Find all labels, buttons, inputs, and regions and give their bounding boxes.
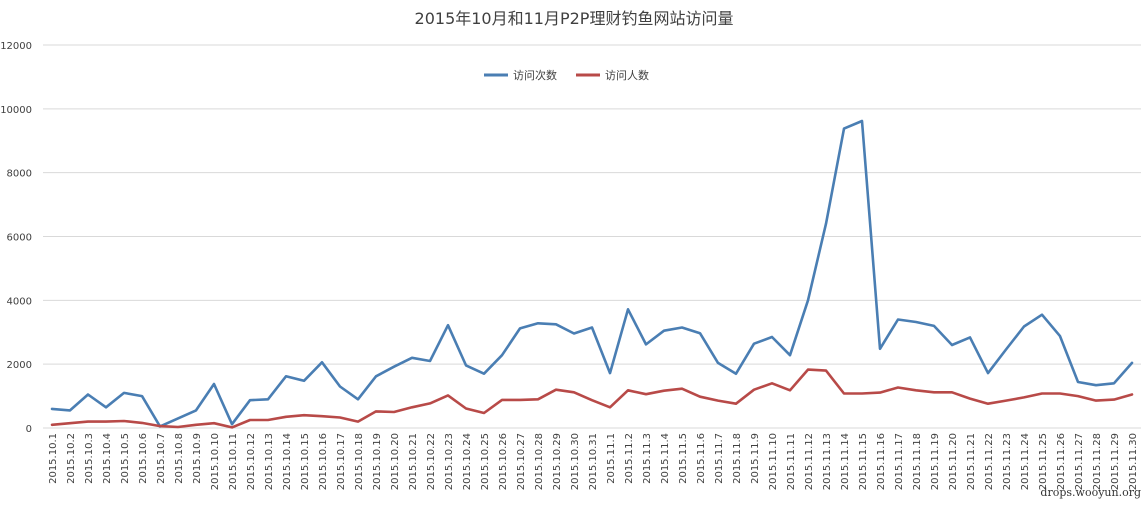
x-tick-label: 2015.10.28 bbox=[534, 433, 545, 490]
x-tick-label: 2015.11.19 bbox=[930, 433, 941, 490]
x-tick-label: 2015.11.5 bbox=[678, 433, 689, 484]
x-tick-label: 2015.11.2 bbox=[624, 433, 635, 484]
chart-title: 2015年10月和11月P2P理财钓鱼网站访问量 bbox=[415, 9, 734, 28]
x-tick-label: 2015.11.20 bbox=[948, 433, 959, 490]
x-tick-label: 2015.11.11 bbox=[786, 433, 797, 490]
x-tick-label: 2015.11.22 bbox=[984, 433, 995, 490]
x-axis: 2015.10.1 2015.10.2 2015.10.3 2015.10.4 2015… bbox=[48, 433, 1139, 490]
x-tick-label: 2015.11.15 bbox=[858, 433, 869, 490]
x-tick-label: 2015.10.17 bbox=[336, 433, 347, 490]
x-tick-label: 2015.11.18 bbox=[912, 433, 923, 490]
x-tick-label: 2015.10.29 bbox=[552, 433, 563, 490]
x-tick-label: 2015.11.29 bbox=[1110, 433, 1121, 490]
x-tick-label: 2015.11.7 bbox=[714, 433, 725, 484]
x-tick-label: 2015.11.13 bbox=[822, 433, 833, 490]
x-tick-label: 2015.10.19 bbox=[372, 433, 383, 490]
x-tick-label: 2015.10.21 bbox=[408, 433, 419, 490]
legend-label-series-1: 访问次数 bbox=[513, 68, 557, 82]
x-tick-label: 2015.10.14 bbox=[282, 433, 293, 490]
y-tick-label: 2000 bbox=[7, 360, 32, 371]
x-tick-label: 2015.11.10 bbox=[768, 433, 779, 490]
gridlines bbox=[43, 44, 1141, 429]
x-tick-label: 2015.10.23 bbox=[444, 433, 455, 490]
x-tick-label: 2015.10.24 bbox=[462, 433, 473, 490]
y-tick-label: 6000 bbox=[7, 233, 32, 244]
x-tick-label: 2015.10.10 bbox=[210, 433, 221, 490]
watermark-text: drops.wooyun.org bbox=[1040, 486, 1141, 499]
x-tick-label: 2015.10.22 bbox=[426, 433, 437, 490]
x-tick-label: 2015.10.25 bbox=[480, 433, 491, 490]
x-tick-label: 2015.10.7 bbox=[156, 433, 167, 484]
y-tick-label: 8000 bbox=[7, 169, 32, 180]
y-tick-label: 12000 bbox=[0, 41, 32, 52]
x-tick-label: 2015.11.17 bbox=[894, 433, 905, 490]
x-tick-label: 2015.11.16 bbox=[876, 433, 887, 490]
y-tick-label: 10000 bbox=[0, 105, 32, 116]
x-tick-label: 2015.10.4 bbox=[102, 433, 113, 484]
x-tick-label: 2015.10.5 bbox=[120, 433, 131, 484]
x-tick-label: 2015.11.21 bbox=[966, 433, 977, 490]
x-tick-label: 2015.11.23 bbox=[1002, 433, 1013, 490]
x-tick-label: 2015.10.18 bbox=[354, 433, 365, 490]
x-tick-label: 2015.10.20 bbox=[390, 433, 401, 490]
x-tick-label: 2015.11.4 bbox=[660, 433, 671, 484]
x-tick-label: 2015.10.1 bbox=[48, 433, 59, 484]
series-lines bbox=[50, 119, 1134, 429]
series-line-2 bbox=[50, 368, 1134, 429]
x-tick-label: 2015.11.25 bbox=[1038, 433, 1049, 490]
x-tick-label: 2015.10.13 bbox=[264, 433, 275, 490]
legend-label-series-2: 访问人数 bbox=[605, 69, 649, 82]
x-tick-label: 2015.10.3 bbox=[84, 433, 95, 484]
x-tick-label: 2015.10.31 bbox=[588, 433, 599, 490]
x-tick-label: 2015.11.8 bbox=[732, 433, 743, 484]
x-tick-label: 2015.10.12 bbox=[246, 433, 257, 490]
x-tick-label: 2015.11.9 bbox=[750, 433, 761, 484]
x-tick-label: 2015.10.15 bbox=[300, 433, 311, 490]
x-tick-label: 2015.10.30 bbox=[570, 433, 581, 490]
x-tick-label: 2015.11.14 bbox=[840, 433, 851, 490]
y-axis: 0 2000 4000 6000 8000 10000 12000 bbox=[0, 41, 32, 435]
x-tick-label: 2015.10.11 bbox=[228, 433, 239, 490]
x-tick-label: 2015.11.26 bbox=[1056, 433, 1067, 490]
x-tick-label: 2015.10.26 bbox=[498, 433, 509, 490]
x-tick-label: 2015.10.6 bbox=[138, 433, 149, 484]
x-tick-label: 2015.11.12 bbox=[804, 433, 815, 490]
x-tick-label: 2015.11.24 bbox=[1020, 433, 1031, 490]
x-tick-label: 2015.11.3 bbox=[642, 433, 653, 484]
x-tick-label: 2015.10.8 bbox=[174, 433, 185, 484]
x-tick-label: 2015.10.16 bbox=[318, 433, 329, 490]
x-tick-label: 2015.11.27 bbox=[1074, 433, 1085, 490]
x-tick-label: 2015.11.28 bbox=[1092, 433, 1103, 490]
x-tick-label: 2015.10.27 bbox=[516, 433, 527, 490]
y-tick-label: 0 bbox=[26, 424, 32, 435]
x-tick-label: 2015.11.1 bbox=[606, 433, 617, 484]
x-tick-label: 2015.10.9 bbox=[192, 433, 203, 484]
series-line-1 bbox=[50, 119, 1134, 428]
legend: 访问次数 访问人数 bbox=[484, 68, 649, 82]
x-tick-label: 2015.11.6 bbox=[696, 433, 707, 484]
x-tick-label: 2015.10.2 bbox=[66, 433, 77, 484]
x-tick-label: 2015.11.30 bbox=[1128, 433, 1139, 490]
y-tick-label: 4000 bbox=[7, 296, 32, 307]
